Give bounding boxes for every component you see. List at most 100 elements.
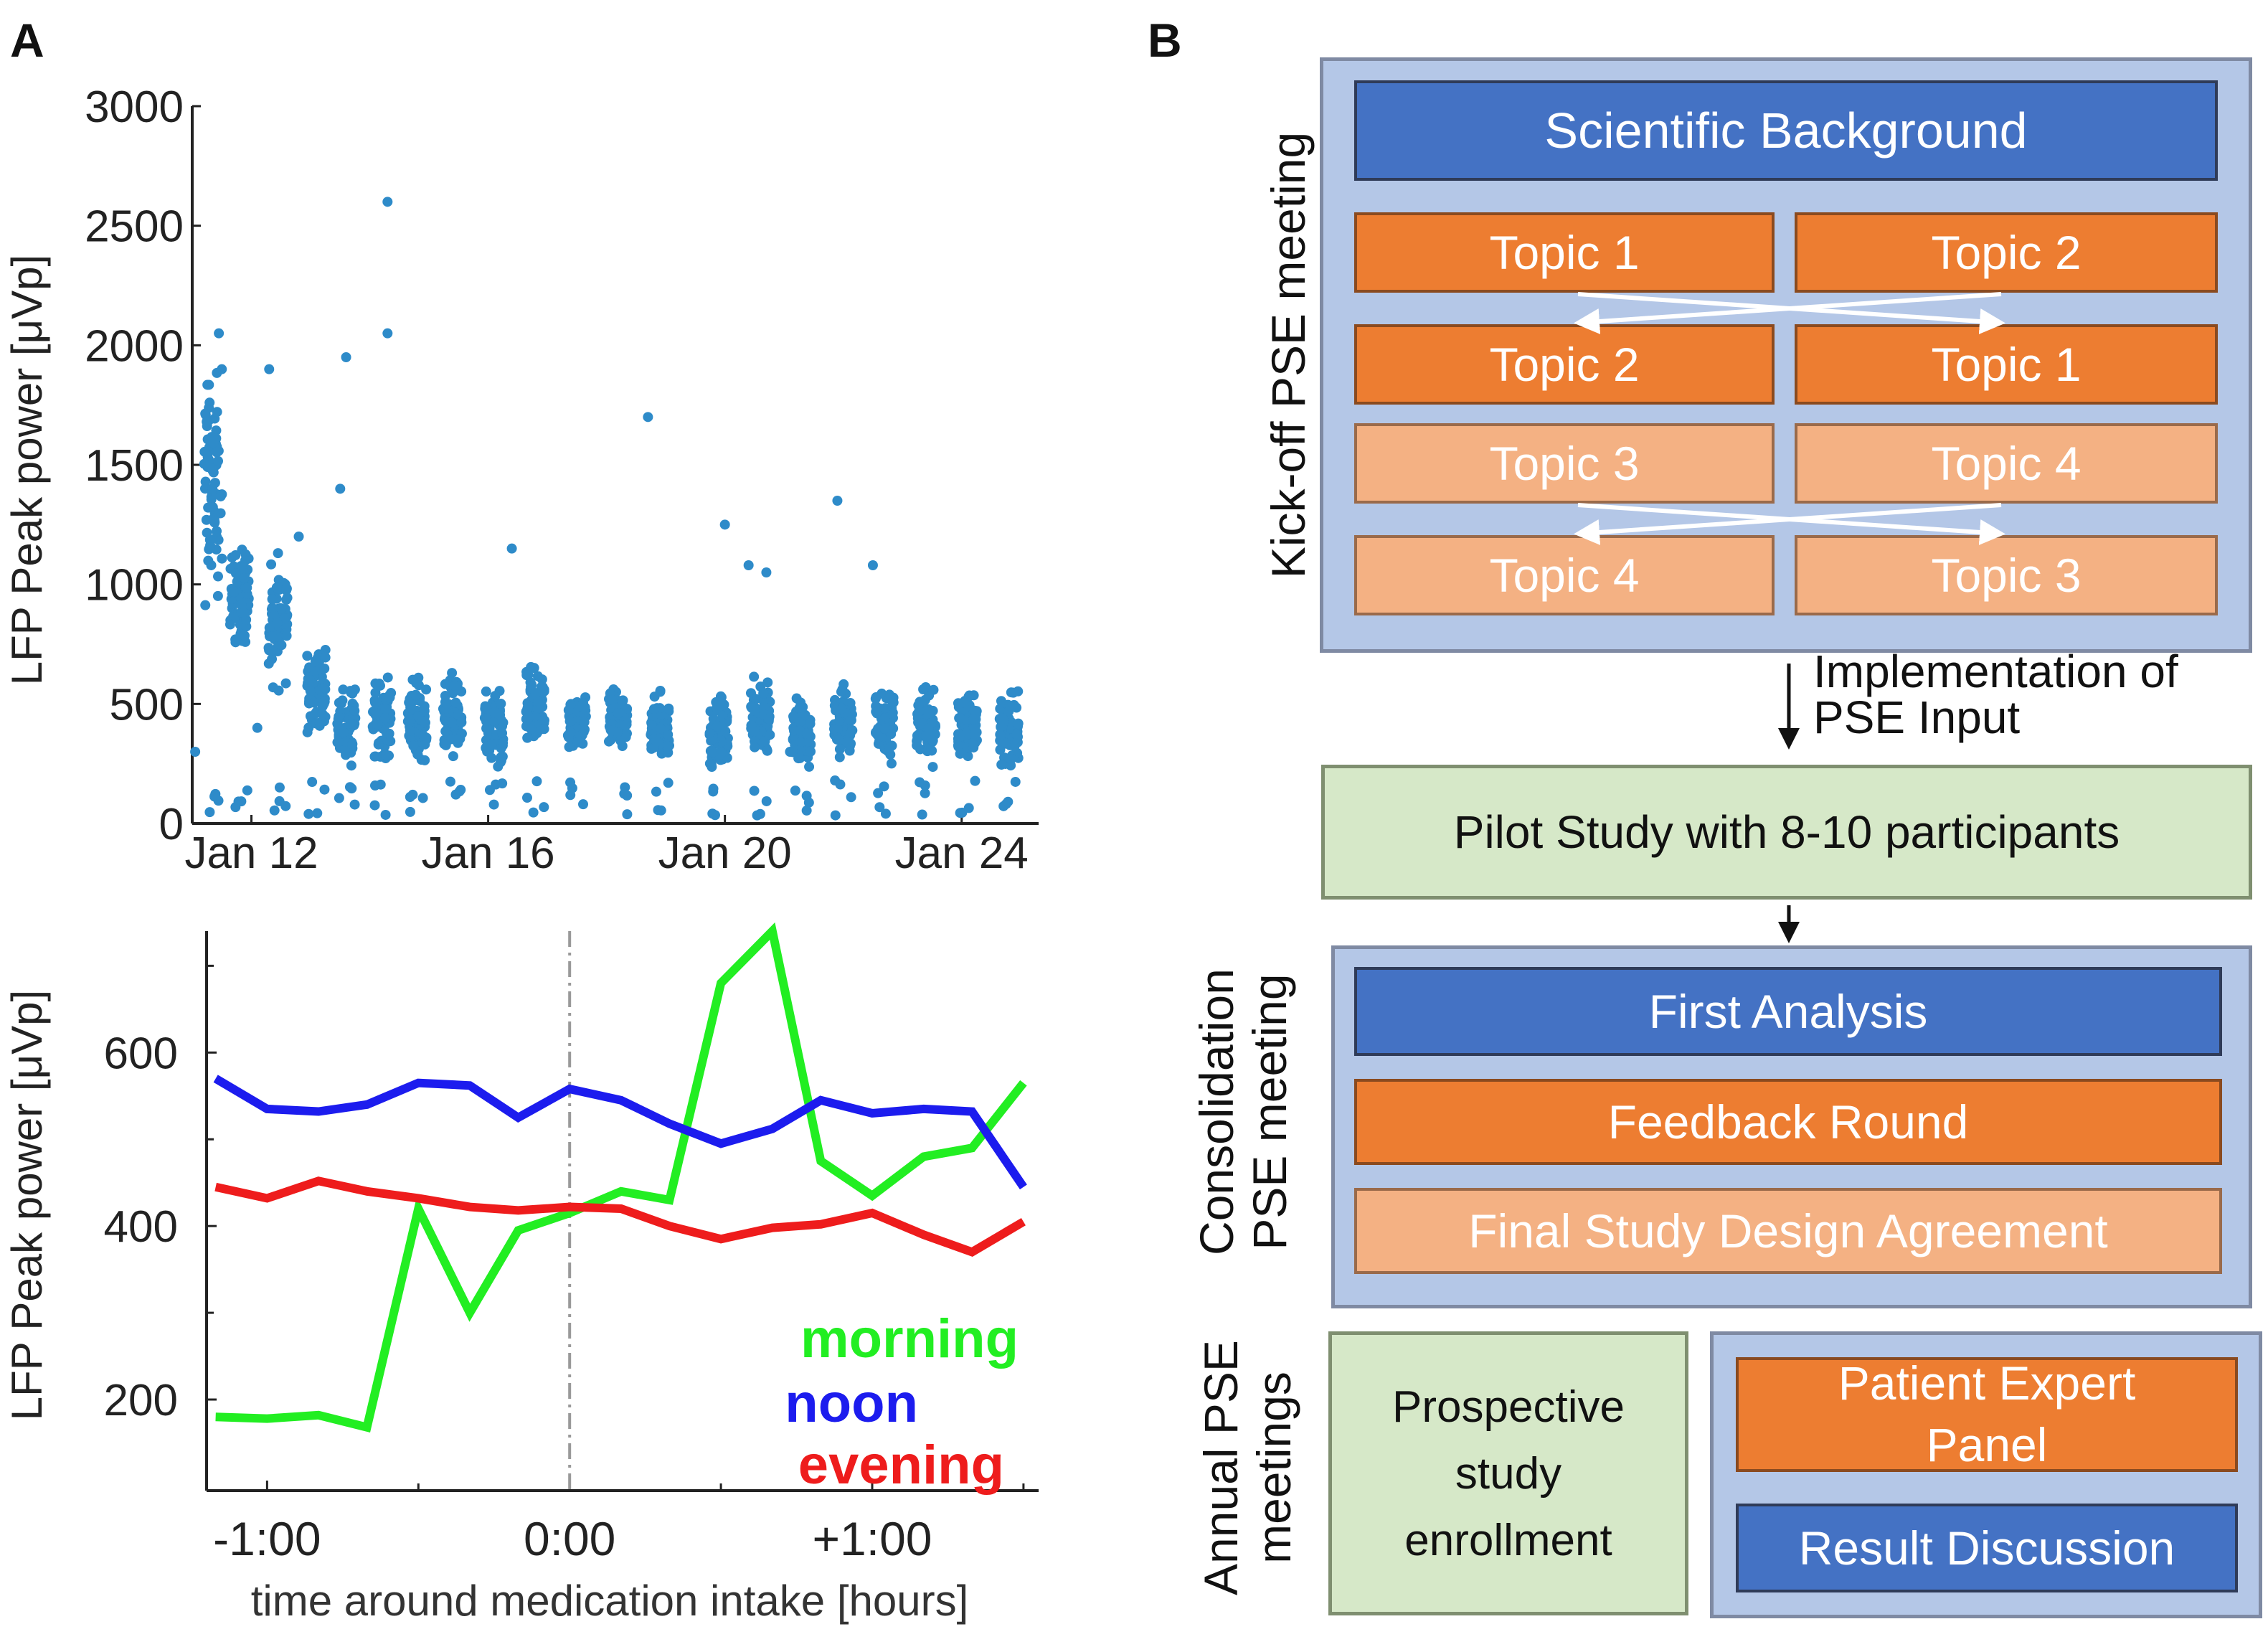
line-x-tick-label: +1:00 xyxy=(813,1512,932,1565)
scatter-point xyxy=(836,704,847,714)
scatter-point xyxy=(539,802,549,813)
scatter-point xyxy=(874,802,885,813)
scatter-point xyxy=(200,600,211,610)
scatter-point xyxy=(923,744,934,755)
scatter-point xyxy=(211,433,222,444)
scatter-point xyxy=(716,700,727,711)
scatter-point xyxy=(405,792,415,803)
scatter-point xyxy=(522,732,533,743)
scatter-point xyxy=(565,790,576,801)
scatter-point xyxy=(1010,776,1021,787)
scatter-point xyxy=(920,788,930,798)
scatter-point xyxy=(317,709,328,719)
scatter-point xyxy=(214,328,225,339)
scatter-point xyxy=(481,716,492,727)
scatter-point xyxy=(266,631,277,642)
scatter-point xyxy=(276,640,287,651)
scatter-point xyxy=(496,698,506,709)
scatter-point xyxy=(279,613,290,624)
scatter-point xyxy=(803,736,813,747)
scatter-point xyxy=(202,416,212,427)
scatter-point xyxy=(412,749,423,760)
scatter-point xyxy=(1001,738,1011,749)
scatter-point xyxy=(873,788,884,798)
scatter-point xyxy=(996,696,1006,707)
scatter-chart: 3000 2500 2000 1500 1000 500 0 Jan 12 Jan 16 Jan… xyxy=(3,82,1039,1625)
scatter-point xyxy=(280,678,291,689)
scatter-point xyxy=(578,799,589,810)
scatter-point xyxy=(846,792,856,803)
scatter-point xyxy=(217,553,227,564)
scatter-point xyxy=(708,783,719,794)
legend-noon: noon xyxy=(785,1373,918,1434)
scatter-point xyxy=(834,744,845,755)
topic-box: Topic 4 xyxy=(1795,423,2218,504)
scatter-point xyxy=(271,582,282,593)
scatter-point xyxy=(708,747,719,758)
scatter-point xyxy=(1006,753,1016,764)
scatter-point xyxy=(228,587,239,598)
scatter-point xyxy=(970,705,981,716)
scatter-point xyxy=(953,740,963,751)
scatter-point xyxy=(200,408,211,419)
scatter-point xyxy=(202,527,212,538)
scatter-point xyxy=(523,669,534,680)
scatter-point xyxy=(995,703,1006,714)
scatter-point xyxy=(758,688,769,699)
scatter-point xyxy=(405,806,415,817)
scatter-point xyxy=(790,785,800,796)
scatter-point xyxy=(273,685,284,696)
scatter-y-tick-label: 0 xyxy=(159,800,184,849)
scatter-point xyxy=(955,748,965,759)
scatter-point xyxy=(656,723,666,734)
scatter-point xyxy=(651,786,661,797)
scatter-point xyxy=(803,797,814,808)
swap-arrow xyxy=(1574,503,2002,545)
scatter-point xyxy=(643,412,653,423)
topic-box: Topic 1 xyxy=(1354,212,1775,293)
scatter-point xyxy=(845,730,856,740)
result-discussion-box: Result Discussion xyxy=(1736,1504,2238,1592)
feedback-round-box: Feedback Round xyxy=(1354,1079,2222,1165)
scatter-point xyxy=(879,781,889,792)
panel-a-label: A xyxy=(10,14,44,67)
scatter-point xyxy=(763,714,774,725)
scatter-point xyxy=(1011,702,1022,713)
scatter-point xyxy=(267,594,278,605)
scatter-point xyxy=(603,736,614,747)
line-y-axis-title: LFP Peak power [μVp] xyxy=(3,990,51,1420)
scatter-point xyxy=(539,724,549,735)
scatter-point xyxy=(417,793,428,803)
scatter-point xyxy=(970,775,981,786)
scatter-point xyxy=(440,726,451,737)
scatter-point xyxy=(190,747,201,757)
scatter-point xyxy=(347,739,358,750)
scatter-point xyxy=(272,618,283,628)
scatter-point xyxy=(496,752,506,763)
scatter-y-tick-label: 500 xyxy=(110,680,184,730)
scatter-point xyxy=(440,679,450,689)
scatter-point xyxy=(490,691,501,702)
scatter-point xyxy=(914,706,925,717)
scatter-point xyxy=(963,751,973,762)
scatter-point xyxy=(370,678,381,689)
scatter-point xyxy=(384,692,395,703)
scatter-point xyxy=(209,478,220,489)
scatter-point xyxy=(418,730,429,741)
scatter-point xyxy=(230,549,241,560)
scatter-point xyxy=(369,800,380,811)
scatter-point xyxy=(267,603,278,613)
scatter-point xyxy=(213,456,224,466)
scatter-point xyxy=(486,738,497,749)
scatter-point xyxy=(269,805,280,816)
scatter-point xyxy=(526,724,537,735)
scatter-point xyxy=(572,737,583,747)
scatter-point xyxy=(884,742,895,753)
series-line-noon xyxy=(213,1075,1027,1190)
scatter-point xyxy=(373,739,384,750)
scatter-point xyxy=(564,742,575,752)
scientific-background-box: Scientific Background xyxy=(1354,80,2218,181)
annual-label: Annual PSE meetings xyxy=(1194,1288,1310,1647)
annual-label-line2: meetings xyxy=(1247,1372,1300,1564)
scatter-point xyxy=(486,752,497,763)
